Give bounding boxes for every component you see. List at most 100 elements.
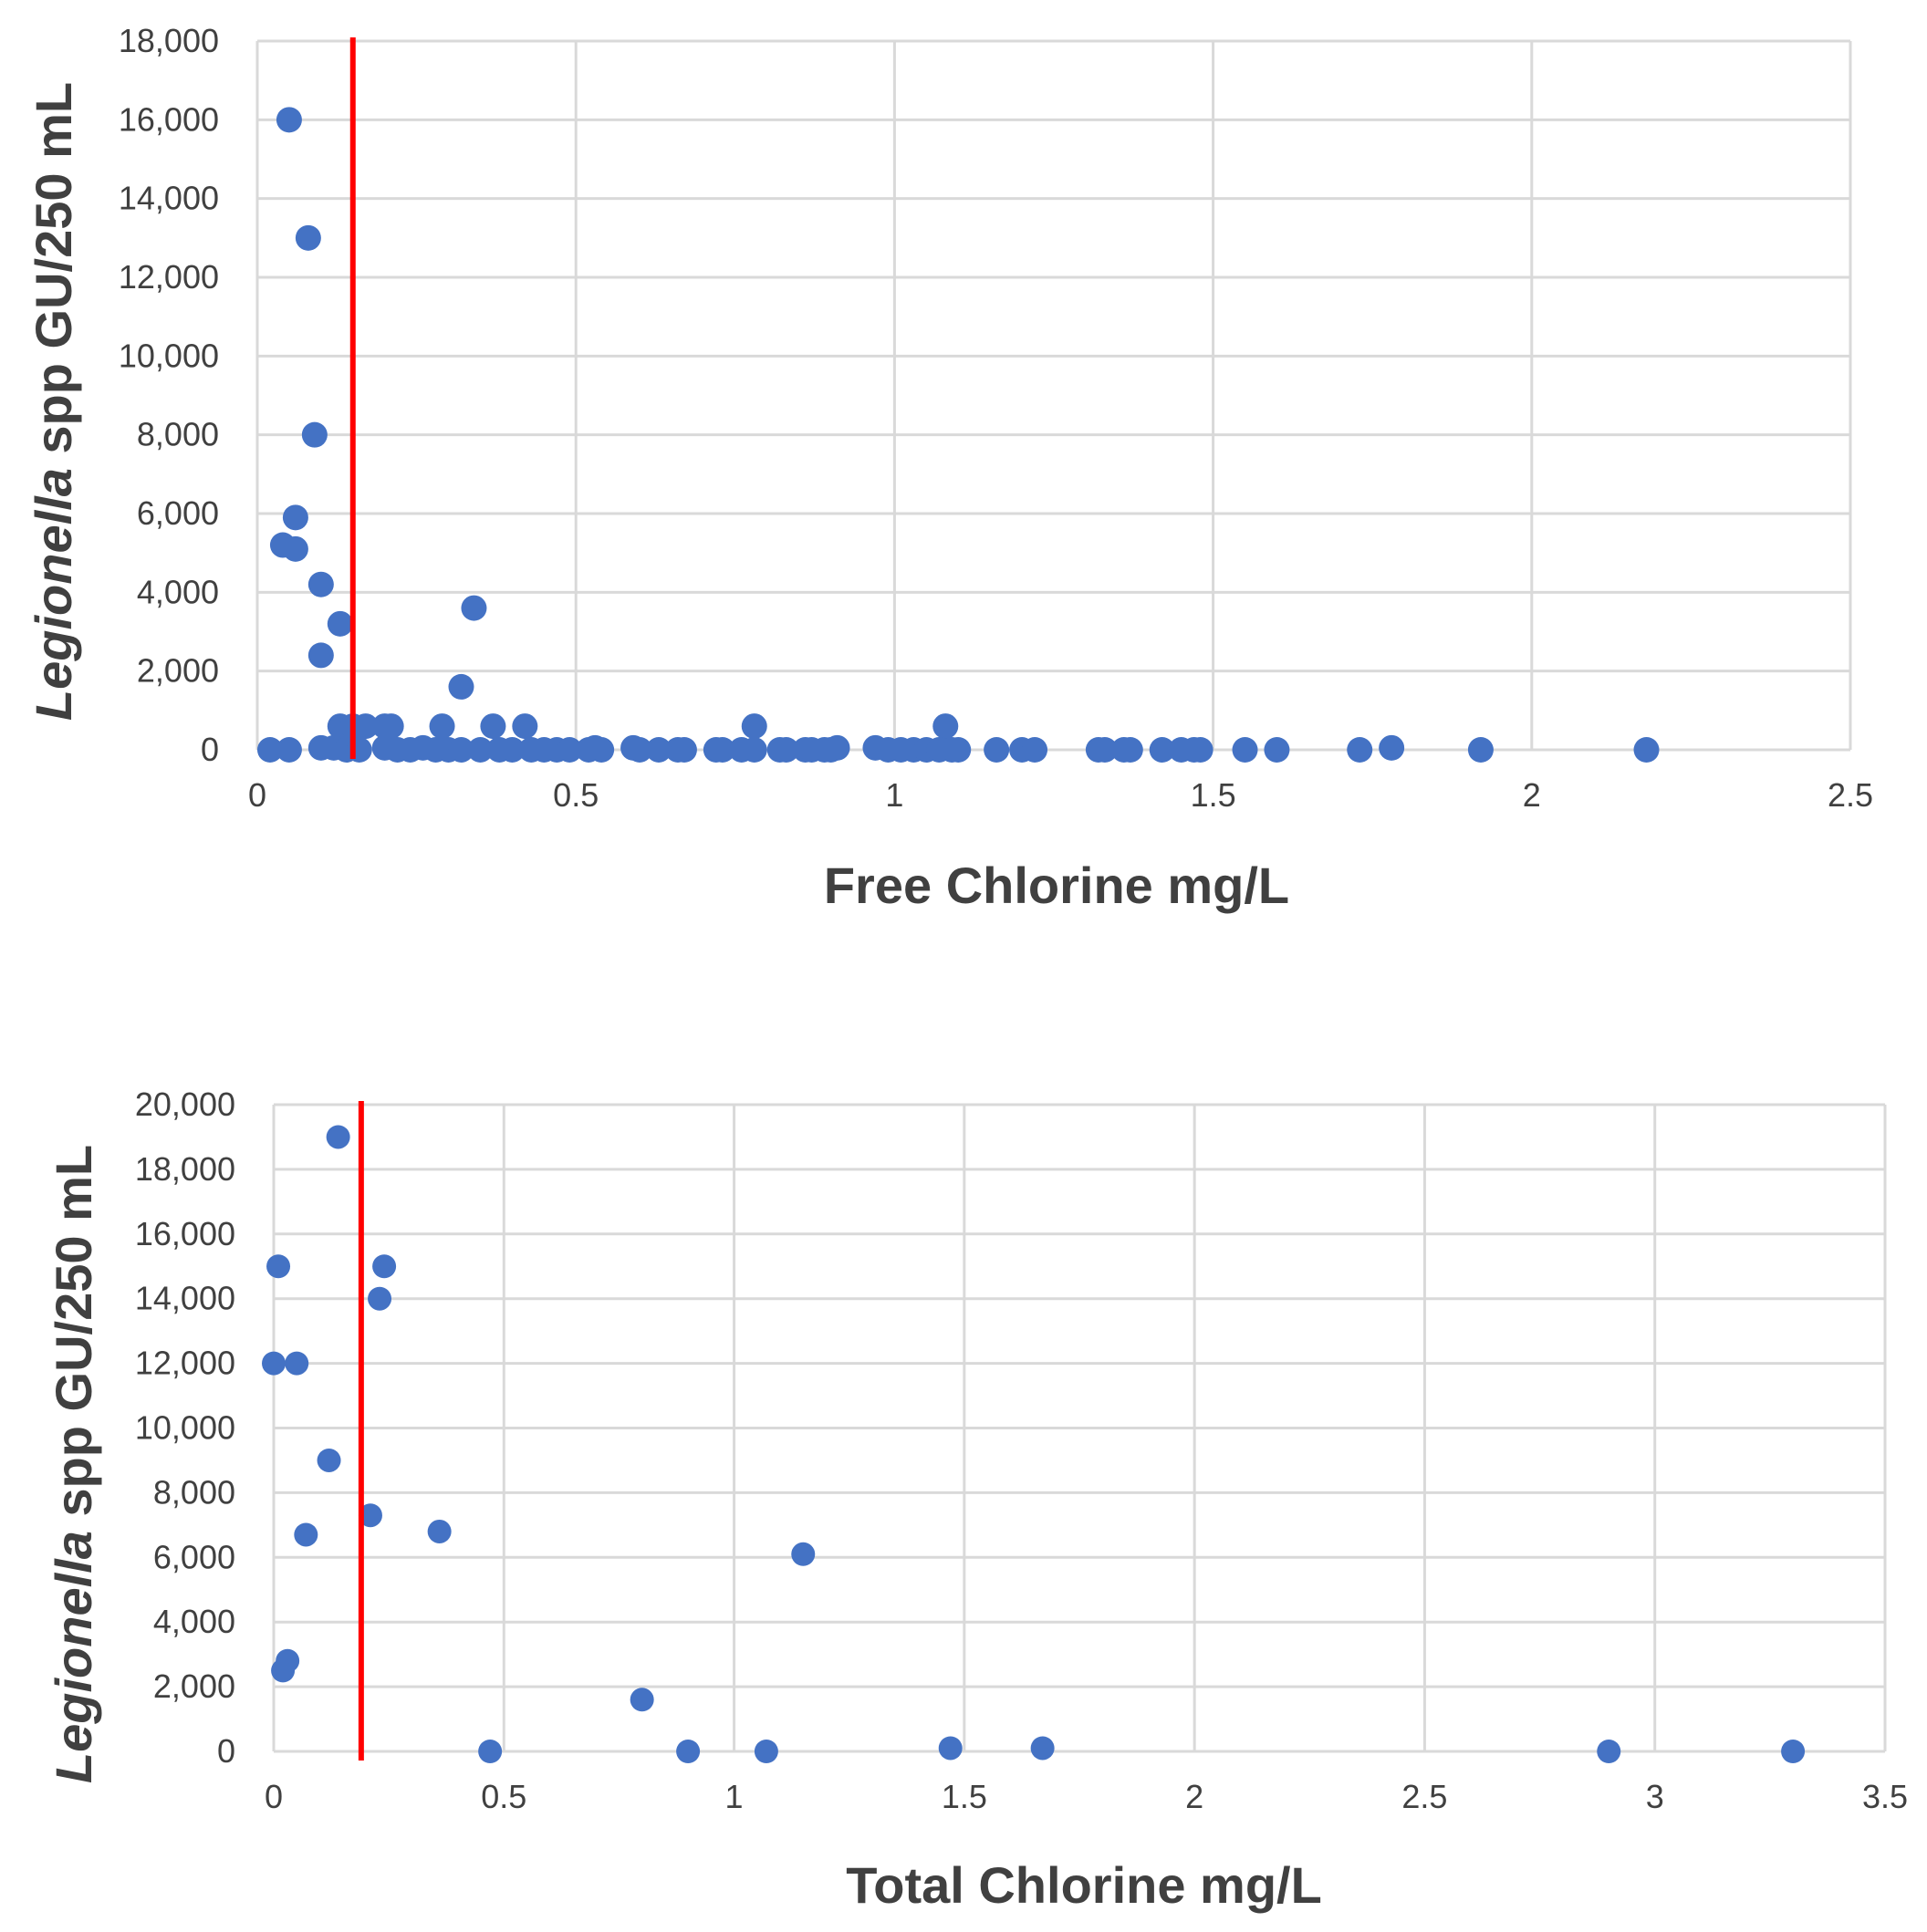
free-data-point	[448, 737, 474, 763]
total-data-point	[294, 1522, 318, 1547]
free-x-tick-label: 2	[1523, 776, 1541, 814]
total-data-point	[938, 1736, 963, 1761]
free-chlorine-chart: 0 2,000 4,000 6,000 8,000 10,000 12,000 14,000 1…	[25, 22, 1873, 914]
free-data-point	[645, 737, 672, 763]
total-data-point	[791, 1542, 816, 1566]
free-data-point	[1347, 737, 1373, 763]
total-chlorine-x-tick-labels: 0 0.5 1 1.5 2 2.5 3 3.5	[265, 1778, 1908, 1815]
free-chlorine-x-axis-title: Free Chlorine mg/L	[824, 857, 1289, 914]
free-data-point	[307, 642, 334, 669]
total-x-tick-label: 1.5	[942, 1778, 987, 1815]
total-x-tick-label: 0	[265, 1778, 283, 1815]
free-chlorine-x-tick-labels: 0 0.5 1 1.5 2 2.5	[248, 776, 1873, 814]
total-data-point	[326, 1125, 350, 1149]
free-x-tick-label: 1.5	[1191, 776, 1236, 814]
total-y-tick-label: 12,000	[135, 1345, 235, 1382]
free-data-point	[429, 713, 455, 740]
free-chlorine-points	[256, 107, 1660, 763]
total-data-point	[1781, 1740, 1806, 1763]
total-data-point	[285, 1351, 309, 1376]
free-y-tick-label: 18,000	[119, 22, 219, 59]
total-data-point	[368, 1286, 392, 1311]
total-data-point	[427, 1519, 452, 1543]
total-x-tick-label: 3	[1646, 1778, 1664, 1815]
free-data-point	[1117, 737, 1143, 763]
total-chlorine-x-axis-title: Total Chlorine mg/L	[846, 1856, 1322, 1914]
total-y-tick-label: 8,000	[153, 1473, 235, 1511]
free-data-point	[1379, 734, 1405, 761]
free-y-tick-label: 8,000	[137, 416, 219, 453]
free-y-tick-label: 0	[201, 731, 219, 768]
free-y-tick-label: 6,000	[137, 494, 219, 532]
total-y-tick-label: 0	[217, 1732, 235, 1770]
free-data-point	[512, 713, 538, 740]
free-data-point	[1633, 737, 1660, 763]
free-data-point	[327, 610, 353, 637]
free-data-point	[627, 737, 653, 763]
free-x-tick-label: 0.5	[553, 776, 599, 814]
free-data-point	[589, 737, 615, 763]
total-data-point	[262, 1351, 286, 1376]
free-y-tick-label: 12,000	[119, 258, 219, 296]
free-data-point	[945, 737, 972, 763]
free-data-point	[301, 421, 328, 448]
total-data-point	[372, 1254, 397, 1279]
free-data-point	[276, 107, 302, 133]
free-data-point	[295, 224, 321, 251]
total-chlorine-y-axis-title-italic: Legionella	[45, 1531, 102, 1783]
total-chlorine-points	[262, 1125, 1806, 1763]
free-data-point	[467, 737, 494, 763]
total-chlorine-y-axis-title: Legionella spp GU/250 mL	[45, 1145, 102, 1783]
total-chlorine-y-tick-labels: 0 2,000 4,000 6,000 8,000 10,000 12,000 14,000 1…	[135, 1085, 235, 1770]
total-y-tick-label: 2,000	[153, 1667, 235, 1705]
free-data-point	[709, 737, 735, 763]
total-x-tick-label: 2	[1185, 1778, 1203, 1815]
free-data-point	[557, 737, 583, 763]
free-data-point	[671, 737, 697, 763]
free-data-point	[1022, 737, 1048, 763]
free-data-point	[448, 673, 474, 700]
total-x-tick-label: 3.5	[1862, 1778, 1908, 1815]
free-data-point	[276, 737, 302, 763]
free-data-point	[741, 713, 767, 740]
total-data-point	[1030, 1736, 1055, 1761]
free-chlorine-y-tick-labels: 0 2,000 4,000 6,000 8,000 10,000 12,000 14,000 1…	[119, 22, 219, 768]
free-data-point	[282, 535, 308, 562]
total-chlorine-y-axis-title-rest: spp GU/250 mL	[45, 1145, 102, 1531]
free-data-point	[984, 737, 1010, 763]
free-data-point	[282, 504, 308, 531]
free-data-point	[307, 571, 334, 597]
total-y-tick-label: 16,000	[135, 1215, 235, 1252]
free-chlorine-y-axis-title-rest: spp GU/250 mL	[25, 82, 82, 468]
free-chlorine-y-axis-title-italic: Legionella	[25, 468, 82, 721]
free-data-point	[1149, 737, 1175, 763]
free-data-point	[741, 737, 767, 763]
total-data-point	[266, 1254, 291, 1279]
free-y-tick-label: 10,000	[119, 337, 219, 374]
total-data-point	[478, 1740, 503, 1763]
free-data-point	[932, 713, 959, 740]
free-x-tick-label: 0	[248, 776, 266, 814]
total-chlorine-gridlines	[272, 1103, 1887, 1753]
total-y-tick-label: 18,000	[135, 1150, 235, 1188]
free-data-point	[256, 737, 283, 763]
total-y-tick-label: 10,000	[135, 1409, 235, 1447]
total-x-tick-label: 1	[725, 1778, 744, 1815]
free-data-point	[352, 713, 379, 740]
total-data-point	[358, 1503, 382, 1528]
free-data-point	[499, 737, 526, 763]
total-data-point	[271, 1658, 296, 1683]
free-data-point	[1187, 737, 1213, 763]
total-data-point	[754, 1740, 778, 1763]
total-y-tick-label: 6,000	[153, 1538, 235, 1575]
free-y-tick-label: 4,000	[137, 573, 219, 610]
free-y-tick-label: 2,000	[137, 652, 219, 690]
free-data-point	[1232, 737, 1258, 763]
free-chlorine-y-axis-title: Legionella spp GU/250 mL	[25, 82, 82, 721]
total-chlorine-chart: 0 2,000 4,000 6,000 8,000 10,000 12,000 14,000 1…	[45, 1085, 1908, 1914]
total-data-point	[630, 1688, 654, 1712]
free-data-point	[1467, 737, 1494, 763]
free-y-tick-label: 16,000	[119, 100, 219, 138]
total-y-tick-label: 4,000	[153, 1603, 235, 1640]
